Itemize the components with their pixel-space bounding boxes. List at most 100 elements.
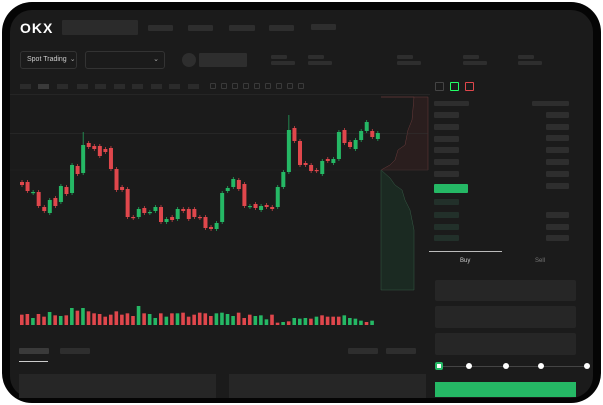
volume-bar — [147, 314, 152, 325]
candle-body — [92, 146, 97, 149]
buy-button[interactable] — [435, 382, 576, 397]
slider-stop-50[interactable] — [503, 363, 509, 369]
candle-body — [292, 128, 297, 141]
candle-body — [175, 209, 180, 219]
last-price — [434, 184, 468, 193]
timeframe-button[interactable] — [77, 84, 88, 89]
tab-sell[interactable]: Sell — [535, 258, 546, 264]
nav-item[interactable] — [188, 25, 213, 31]
ask-price — [434, 136, 459, 142]
candle-body — [225, 188, 230, 191]
timeframe-button[interactable] — [20, 84, 31, 89]
search-placeholder[interactable] — [62, 20, 138, 35]
candle-body — [331, 159, 336, 163]
volume-bar — [142, 313, 146, 325]
orderbook-asks-icon[interactable] — [465, 82, 474, 91]
candle-body — [170, 217, 175, 220]
volume-bar — [242, 318, 246, 325]
ask-amount — [546, 112, 569, 118]
price-input[interactable] — [435, 280, 576, 301]
camera-icon[interactable] — [276, 83, 282, 89]
volume-bar — [25, 314, 30, 325]
volume-bar — [331, 316, 335, 325]
candle-body — [147, 212, 152, 214]
nav-item[interactable] — [269, 25, 294, 31]
timeframe-button[interactable] — [38, 84, 49, 89]
slider-stop-75[interactable] — [538, 363, 544, 369]
chevron-down-icon[interactable] — [221, 83, 227, 89]
volume-bar — [309, 318, 313, 325]
spot-trading-dropdown[interactable]: Spot Trading ⌄ — [20, 51, 77, 69]
volume-bar — [270, 314, 274, 325]
stat-value — [308, 61, 332, 65]
candle-body — [253, 204, 258, 208]
pair-dropdown[interactable]: ⌄ — [85, 51, 165, 69]
volume-bar — [153, 318, 158, 325]
orderbook-bids-icon[interactable] — [450, 82, 459, 91]
timeframe-button[interactable] — [188, 84, 199, 89]
fullscreen-icon[interactable] — [298, 83, 304, 89]
bid-price — [434, 199, 459, 205]
candle-body — [58, 186, 63, 202]
filter-button[interactable] — [386, 348, 416, 354]
volume-bar — [214, 313, 219, 325]
volume-bar — [136, 306, 141, 325]
timeframe-button[interactable] — [169, 84, 180, 89]
tab-open-orders[interactable] — [19, 348, 49, 354]
chevron-down-icon[interactable] — [243, 83, 249, 89]
slider-handle[interactable] — [435, 362, 443, 370]
orderbook-both-icon[interactable] — [435, 82, 444, 91]
volume-bar — [108, 314, 113, 325]
volume-bar — [75, 310, 80, 325]
volume-bar — [292, 318, 297, 325]
candle-body — [348, 142, 353, 147]
tab-underline — [19, 361, 48, 362]
volume-bar — [209, 316, 213, 325]
candle-body — [103, 149, 108, 152]
candle-body — [153, 207, 158, 211]
candle-body — [270, 207, 275, 209]
bid-amount — [546, 235, 569, 241]
candle-body — [220, 193, 225, 222]
volume-bar — [348, 318, 352, 325]
line-tool-icon[interactable] — [254, 83, 260, 89]
timeframe-button[interactable] — [114, 84, 125, 89]
settings-icon[interactable] — [287, 83, 293, 89]
timeframe-button[interactable] — [151, 84, 162, 89]
volume-bar — [58, 316, 63, 325]
candle-body — [47, 200, 52, 213]
volume-bar — [53, 315, 57, 325]
candle-body — [325, 159, 330, 161]
timeframe-button[interactable] — [57, 84, 68, 89]
total-input[interactable] — [435, 333, 576, 355]
draw-tool-icon[interactable] — [265, 83, 271, 89]
nav-item[interactable] — [311, 24, 336, 30]
timeframe-button[interactable] — [95, 84, 106, 89]
tab-order-history[interactable] — [60, 348, 90, 354]
candle-body — [197, 217, 202, 219]
slider-stop-25[interactable] — [466, 363, 472, 369]
tab-buy[interactable]: Buy — [460, 258, 471, 264]
bid-amount — [546, 224, 569, 230]
okx-logo[interactable]: OKX — [20, 20, 54, 36]
ask-amount — [546, 147, 569, 153]
volume-bar — [281, 322, 285, 325]
percent-slider[interactable] — [438, 366, 588, 367]
stat-label — [397, 55, 413, 59]
indicator-icon[interactable] — [210, 83, 216, 89]
candle-type-icon[interactable] — [232, 83, 238, 89]
stat-value — [271, 61, 295, 65]
ask-price — [434, 171, 459, 177]
volume-bar — [42, 316, 46, 325]
volume-bar — [247, 314, 252, 325]
amount-input[interactable] — [435, 306, 576, 328]
filter-button[interactable] — [348, 348, 378, 354]
nav-item[interactable] — [148, 25, 173, 31]
candle-body — [214, 223, 219, 229]
slider-stop-100[interactable] — [584, 363, 590, 369]
candle-body — [359, 131, 364, 140]
candle-body — [36, 192, 41, 206]
nav-item[interactable] — [229, 25, 255, 31]
timeframe-button[interactable] — [132, 84, 143, 89]
